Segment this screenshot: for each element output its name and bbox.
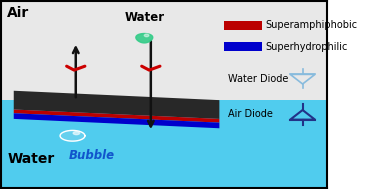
Bar: [1, 1, 327, 100]
Text: Water: Water: [7, 152, 55, 166]
Bar: [1, 100, 327, 188]
Polygon shape: [14, 91, 219, 119]
Text: Superamphiphobic: Superamphiphobic: [265, 20, 357, 30]
Polygon shape: [144, 34, 149, 37]
Text: Superhydrophilic: Superhydrophilic: [265, 42, 347, 52]
Bar: [224, 42, 262, 51]
Text: Water Diode: Water Diode: [228, 74, 288, 84]
Polygon shape: [136, 33, 153, 43]
Text: Air Diode: Air Diode: [228, 109, 272, 119]
Polygon shape: [14, 113, 219, 128]
Text: Bubble: Bubble: [69, 149, 115, 162]
Bar: [224, 21, 262, 30]
Polygon shape: [14, 109, 219, 123]
Text: Air: Air: [7, 6, 30, 20]
Polygon shape: [60, 130, 85, 141]
Polygon shape: [73, 132, 80, 135]
Text: Water: Water: [124, 11, 164, 24]
